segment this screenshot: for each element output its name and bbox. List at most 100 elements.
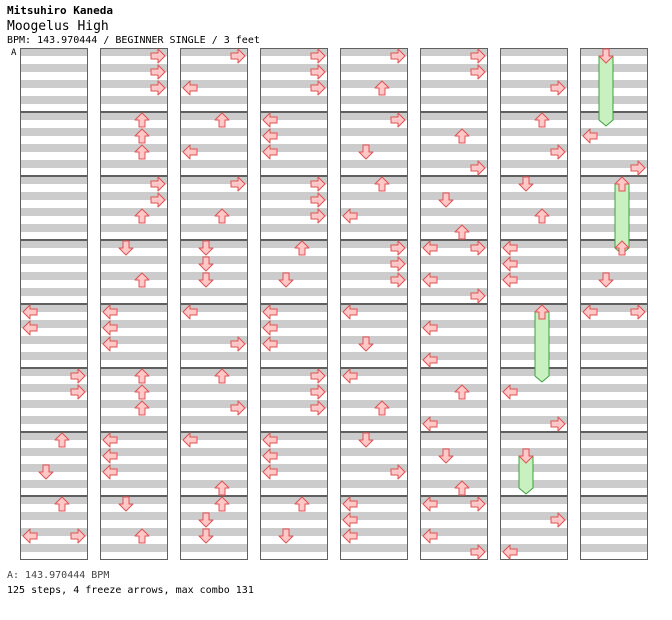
right-arrow-note [70, 528, 86, 544]
left-arrow-note [342, 208, 358, 224]
down-arrow-note [198, 512, 214, 528]
left-arrow-note [502, 256, 518, 272]
down-arrow-note [278, 272, 294, 288]
up-arrow-note [374, 400, 390, 416]
right-arrow-note [390, 112, 406, 128]
up-arrow-note [374, 80, 390, 96]
up-arrow-note [134, 384, 150, 400]
left-arrow-note [342, 304, 358, 320]
down-arrow-note [598, 272, 614, 288]
right-arrow-note [310, 208, 326, 224]
measure-box [180, 240, 248, 304]
measure-box [20, 112, 88, 176]
right-arrow-note [230, 400, 246, 416]
measure-box [260, 432, 328, 496]
measure-box [100, 240, 168, 304]
left-arrow-note [262, 128, 278, 144]
measure-box [20, 432, 88, 496]
right-arrow-note [310, 400, 326, 416]
up-arrow-note [134, 112, 150, 128]
up-arrow-note [294, 496, 310, 512]
measure-box [420, 304, 488, 368]
measure-box [100, 496, 168, 560]
right-arrow-note [310, 80, 326, 96]
right-arrow-note [150, 64, 166, 80]
measure-box [500, 176, 568, 240]
left-arrow-note [582, 128, 598, 144]
up-arrow-note [294, 240, 310, 256]
right-arrow-note [390, 240, 406, 256]
measure-box [180, 368, 248, 432]
right-arrow-note [310, 368, 326, 384]
right-arrow-note [470, 240, 486, 256]
up-arrow-note [534, 208, 550, 224]
measure-box [180, 112, 248, 176]
left-arrow-note [582, 304, 598, 320]
chart-info: BPM: 143.970444 / BEGINNER SINGLE / 3 fe… [7, 35, 260, 46]
right-arrow-note [550, 144, 566, 160]
up-arrow-note [374, 176, 390, 192]
measure-box [20, 48, 88, 112]
right-arrow-note [630, 160, 646, 176]
chart-stats: 125 steps, 4 freeze arrows, max combo 13… [7, 585, 254, 596]
up-arrow-note [134, 128, 150, 144]
up-arrow-note [54, 496, 70, 512]
measure-box [500, 304, 568, 368]
measure-box [580, 176, 648, 240]
left-arrow-note [22, 304, 38, 320]
down-arrow-note [118, 240, 134, 256]
left-arrow-note [102, 432, 118, 448]
measure-box [180, 496, 248, 560]
up-arrow-note [134, 208, 150, 224]
left-arrow-note [262, 320, 278, 336]
right-arrow-note [550, 512, 566, 528]
left-arrow-note [22, 528, 38, 544]
left-arrow-note [262, 464, 278, 480]
measure-box [500, 432, 568, 496]
measure-box [500, 48, 568, 112]
measure-box [500, 496, 568, 560]
bpm-marker-label: A [11, 48, 17, 58]
left-arrow-note [422, 240, 438, 256]
measure-box [100, 368, 168, 432]
up-arrow-note [214, 496, 230, 512]
right-arrow-note [310, 48, 326, 64]
left-arrow-note [422, 496, 438, 512]
right-arrow-note [230, 48, 246, 64]
left-arrow-note [342, 512, 358, 528]
up-arrow-note [454, 128, 470, 144]
measure-box [340, 368, 408, 432]
left-arrow-note [262, 144, 278, 160]
up-arrow-note [134, 400, 150, 416]
right-arrow-note [310, 384, 326, 400]
measure-box [100, 48, 168, 112]
left-arrow-note [182, 80, 198, 96]
down-arrow-note [198, 272, 214, 288]
right-arrow-note [310, 64, 326, 80]
up-arrow-note [134, 528, 150, 544]
right-arrow-note [150, 176, 166, 192]
up-arrow-note [134, 368, 150, 384]
left-arrow-note [262, 432, 278, 448]
right-arrow-note [470, 160, 486, 176]
left-arrow-note [102, 336, 118, 352]
down-arrow-note [198, 256, 214, 272]
left-arrow-note [22, 320, 38, 336]
left-arrow-note [262, 448, 278, 464]
left-arrow-note [102, 448, 118, 464]
measure-box [420, 432, 488, 496]
down-arrow-note [358, 144, 374, 160]
left-arrow-note [502, 384, 518, 400]
left-arrow-note [262, 112, 278, 128]
measure-box [340, 48, 408, 112]
left-arrow-note [342, 496, 358, 512]
up-arrow-note [614, 240, 630, 256]
measure-box [260, 496, 328, 560]
measure-box [260, 240, 328, 304]
left-arrow-note [422, 352, 438, 368]
down-arrow-note [38, 464, 54, 480]
up-arrow-note [214, 480, 230, 496]
measure-box [260, 176, 328, 240]
left-arrow-note [262, 336, 278, 352]
up-arrow-note [454, 224, 470, 240]
